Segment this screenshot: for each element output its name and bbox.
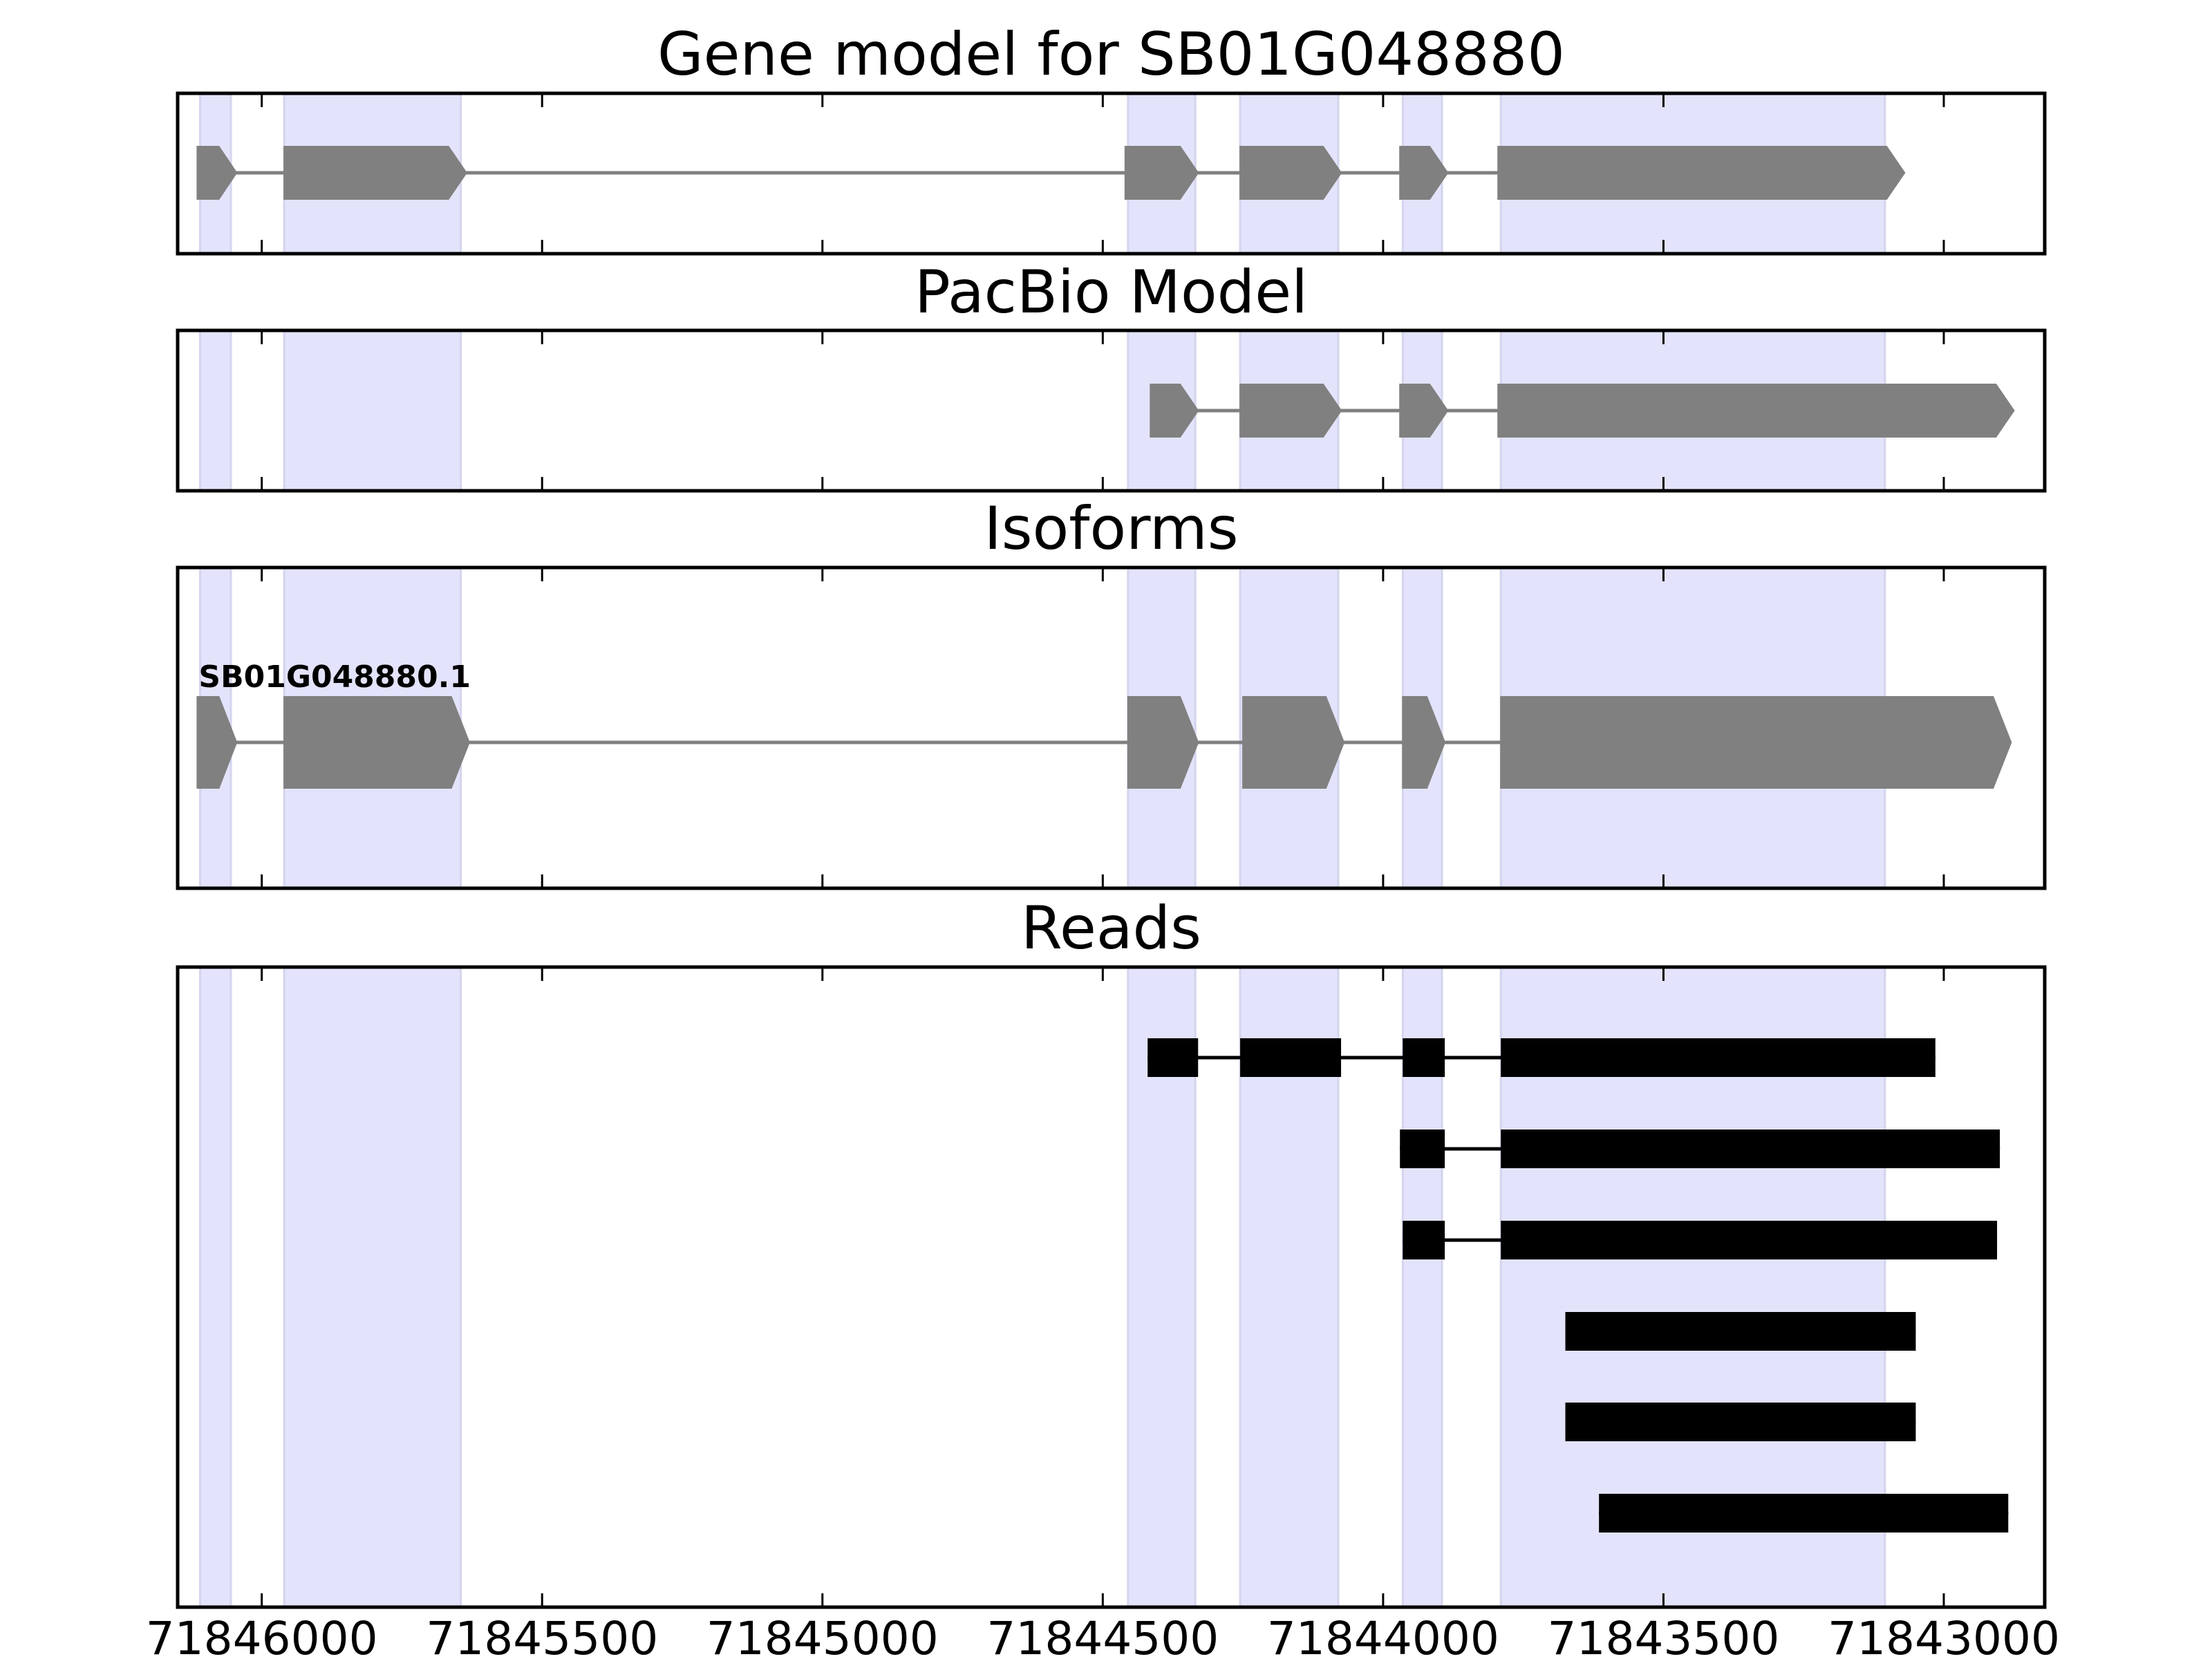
panel-frame (176, 565, 2047, 890)
x-tick-label: 71845000 (706, 1612, 939, 1659)
x-tick-label: 71843000 (1828, 1612, 2060, 1659)
exon-block (1402, 696, 1446, 789)
highlight-region (198, 329, 232, 492)
exon-block (1124, 146, 1199, 200)
x-tick-label: 71844500 (986, 1612, 1219, 1659)
read-block (1501, 1038, 1936, 1077)
exon-block (1399, 384, 1449, 438)
panel-3: SB01G048880.1 Isoforms (176, 494, 2047, 890)
x-tick-label: 71844000 (1267, 1612, 1499, 1659)
highlight-region (283, 966, 462, 1609)
panel-frame (176, 91, 2047, 256)
exon-block (1497, 146, 1906, 200)
highlight-region (198, 966, 232, 1609)
read-block (1501, 1130, 2000, 1168)
panel-frame (176, 328, 2047, 493)
read-block (1565, 1403, 1916, 1441)
exon-block (283, 146, 467, 200)
read-block (1147, 1038, 1199, 1077)
panel-title: PacBio Model (915, 258, 1308, 327)
exon-block (283, 696, 470, 789)
read-block (1403, 1038, 1445, 1077)
exon-block (1239, 384, 1342, 438)
exon-block (1500, 696, 2012, 789)
exon-block (196, 146, 238, 200)
highlight-region (283, 329, 462, 492)
panel-1: Gene model for SB01G048880 (176, 20, 2047, 256)
panel-2: PacBio Model (176, 258, 2047, 493)
x-tick-label: 71846000 (146, 1612, 378, 1659)
exon-block (1239, 146, 1342, 200)
panel-title: Reads (1021, 894, 1201, 963)
read-block (1599, 1494, 2009, 1533)
x-tick-label: 71845500 (426, 1612, 658, 1659)
exon-block (1242, 696, 1345, 789)
read-block (1240, 1038, 1342, 1077)
read-block (1501, 1221, 1998, 1259)
isoform-label: SB01G048880.1 (198, 659, 471, 695)
exon-block (1150, 384, 1199, 438)
panel-title: Isoforms (984, 494, 1238, 563)
read-block (1400, 1130, 1445, 1168)
exon-block (196, 696, 238, 789)
exon-block (1497, 384, 2015, 438)
exon-block (1127, 696, 1199, 789)
panel-4: Reads (176, 894, 2047, 1609)
read-block (1403, 1221, 1445, 1259)
x-tick-label: 71843500 (1547, 1612, 1779, 1659)
panel-frame (176, 965, 2047, 1609)
read-block (1565, 1312, 1916, 1351)
panel-title: Gene model for SB01G048880 (657, 20, 1565, 89)
exon-block (1399, 146, 1449, 200)
